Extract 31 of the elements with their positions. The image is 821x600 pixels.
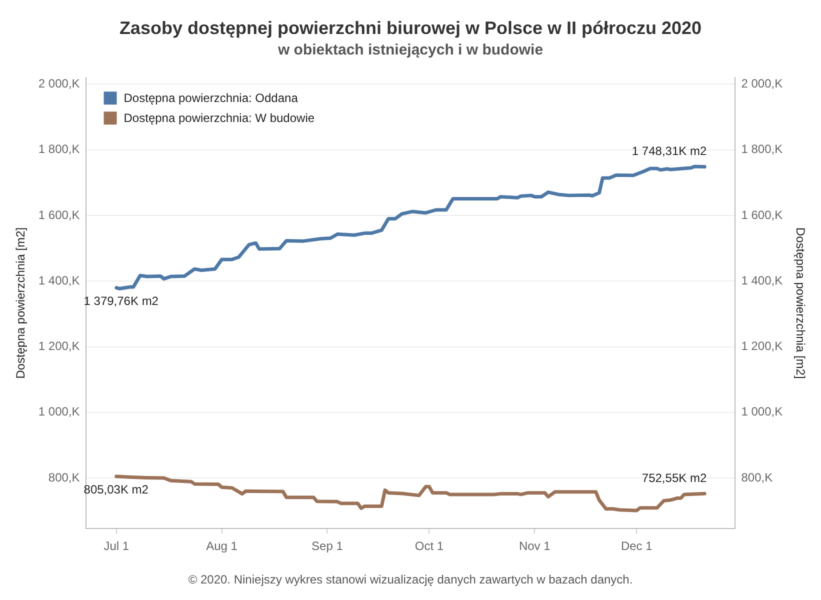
y2-tick-label: 2 000,K	[741, 76, 783, 90]
y-axis-title: Dostępna powierzchnia [m2]	[14, 227, 28, 379]
y2-tick-label: 800,K	[741, 470, 773, 484]
x-tick-label: Nov 1	[518, 539, 551, 554]
annotation: 1 379,76K m2	[84, 294, 159, 308]
chart-title: Zasoby dostępnej powierzchni biurowej w Polsce w II półroczu 2020	[119, 18, 702, 38]
y-tick-label: 800,K	[48, 470, 80, 484]
y2-tick-label: 1 000,K	[741, 404, 783, 419]
annotation: 1 748,31K m2	[632, 144, 707, 158]
chart-subtitle: w obiektach istniejących i w budowie	[276, 42, 544, 59]
annotation: 805,03K m2	[84, 482, 149, 497]
x-tick-label: Dec 1	[620, 539, 653, 554]
y2-tick-label: 1 600,K	[741, 208, 783, 222]
text: © 2020. Niniejszy wykres stanowi wizualizację danych zawartych w bazach danych.	[188, 572, 633, 586]
y2-axis-title: Dostępna powierzchnia [m2]	[793, 227, 808, 379]
legend-label: Dostępna powierzchnia: W budowie	[124, 110, 315, 125]
y-tick-label: 2 000,K	[38, 76, 80, 90]
x-tick-label: Oct 1	[414, 539, 444, 554]
x-tick-label: Jul 1	[104, 539, 130, 554]
y2-tick-label: 1 400,K	[741, 273, 783, 288]
annotation: 752,55K m2	[642, 470, 707, 485]
y-tick-label: 1 000,K	[38, 404, 80, 419]
y2-tick-label: 1 800,K	[741, 142, 783, 156]
x-tick-label: Aug 1	[206, 539, 238, 554]
y-tick-label: 1 400,K	[38, 273, 80, 288]
y-tick-label: 1 600,K	[38, 208, 80, 222]
y-tick-label: 1 800,K	[38, 142, 80, 156]
y-tick-label: 1 200,K	[38, 339, 80, 354]
y2-tick-label: 1 200,K	[741, 339, 783, 354]
x-tick-label: Sep 1	[312, 539, 344, 554]
legend-label: Dostępna powierzchnia: Oddana	[124, 90, 298, 105]
